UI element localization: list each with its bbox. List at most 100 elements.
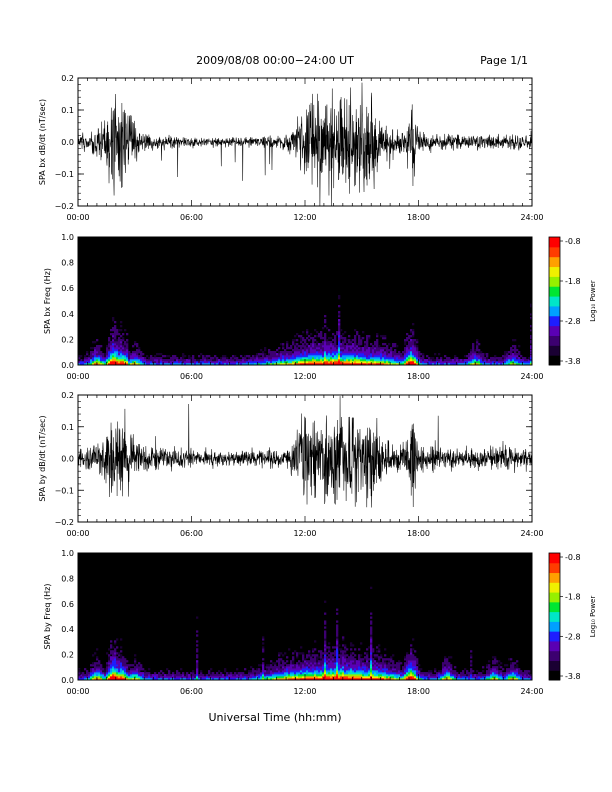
x-tick-label: 00:00: [66, 529, 89, 538]
spectrogram-cell: [422, 676, 425, 679]
spectrogram-cell: [308, 363, 311, 366]
spectrogram-cell: [306, 654, 309, 657]
spectrogram-cell: [278, 361, 281, 364]
spectrogram-cell: [328, 349, 331, 352]
spectrogram-cell: [112, 353, 115, 356]
spectrogram-cell: [404, 672, 407, 675]
spectrogram-cell: [490, 361, 493, 364]
spectrogram-cell: [256, 359, 259, 362]
spectrogram-cell: [112, 329, 115, 332]
spectrogram-cell: [286, 357, 289, 360]
spectrogram-cell: [488, 363, 491, 366]
spectrogram-cell: [210, 678, 213, 681]
spectrogram-cell: [292, 656, 295, 659]
spectrogram-cell: [370, 351, 373, 354]
spectrogram-cell: [256, 670, 259, 673]
spectrogram-cell: [314, 678, 317, 681]
spectrogram-cell: [92, 353, 95, 356]
spectrogram-cell: [410, 343, 413, 346]
spectrogram-cell: [322, 660, 325, 663]
spectrogram-cell: [410, 331, 413, 334]
spectrogram-cell: [168, 678, 171, 681]
spectrogram-cell: [358, 658, 361, 661]
spectrogram-cell: [296, 656, 299, 659]
spectrogram-cell: [354, 648, 357, 651]
spectrogram-cell: [130, 357, 133, 360]
spectrogram-cell: [136, 363, 139, 366]
spectrogram-cell: [490, 674, 493, 677]
spectrogram-cell: [372, 347, 375, 350]
spectrogram-cell: [384, 654, 387, 657]
spectrogram-cell: [336, 650, 339, 653]
spectrogram-cell: [320, 674, 323, 677]
spectrogram-cell: [334, 670, 337, 673]
spectrogram-cell: [120, 357, 123, 360]
spectrogram-cell: [494, 363, 497, 366]
spectrogram-cell: [386, 361, 389, 364]
spectrogram-cell: [308, 666, 311, 669]
spectrogram-cell: [296, 351, 299, 354]
spectrogram-cell: [510, 363, 513, 366]
spectrogram-cell: [96, 656, 99, 659]
spectrogram-cell: [346, 664, 349, 667]
spectrogram-cell: [336, 620, 339, 623]
spectrogram-cell: [114, 345, 117, 348]
spectrogram-cell: [232, 361, 235, 364]
spectrogram-cell: [408, 343, 411, 346]
spectrogram-cell: [402, 668, 405, 671]
spectrogram-cell: [428, 363, 431, 366]
spectrogram-cell: [166, 668, 169, 671]
colorbar-segment: [549, 266, 560, 277]
spectrogram-cell: [472, 674, 475, 677]
spectrogram-cell: [446, 658, 449, 661]
spectrogram-cell: [366, 363, 369, 366]
spectrogram-cell: [524, 676, 527, 679]
spectrogram-cell: [94, 664, 97, 667]
spectrogram-cell: [344, 339, 347, 342]
spectrogram-cell: [440, 359, 443, 362]
spectrogram-cell: [346, 668, 349, 671]
spectrogram-cell: [118, 353, 121, 356]
spectrogram-cell: [376, 353, 379, 356]
spectrogram-cell: [358, 357, 361, 360]
spectrogram-cell: [370, 652, 373, 655]
spectrogram-cell: [124, 662, 127, 665]
spectrogram-cell: [280, 343, 283, 346]
spectrogram-cell: [308, 664, 311, 667]
spectrogram-cell: [324, 672, 327, 675]
spectrogram-cell: [108, 337, 111, 340]
spectrogram-cell: [174, 359, 177, 362]
spectrogram-cell: [338, 305, 341, 308]
spectrogram-cell: [418, 668, 421, 671]
spectrogram-cell: [378, 353, 381, 356]
spectrogram-cell: [252, 359, 255, 362]
spectrogram-cell: [224, 676, 227, 679]
spectrogram-cell: [172, 678, 175, 681]
spectrogram-cell: [296, 676, 299, 679]
spectrogram-cell: [382, 337, 385, 340]
spectrogram-cell: [158, 357, 161, 360]
spectrogram-cell: [114, 339, 117, 342]
spectrogram-cell: [334, 347, 337, 350]
spectrogram-cell: [94, 361, 97, 364]
spectrogram-cell: [254, 670, 257, 673]
spectrogram-cell: [326, 351, 329, 354]
spectrogram-cell: [400, 359, 403, 362]
spectrogram-cell: [390, 664, 393, 667]
spectrogram-cell: [202, 674, 205, 677]
spectrogram-cell: [114, 353, 117, 356]
spectrogram-cell: [350, 668, 353, 671]
spectrogram-cell: [208, 672, 211, 675]
colorbar-segment: [549, 592, 560, 603]
spectrogram-cell: [366, 359, 369, 362]
spectrogram-cell: [364, 359, 367, 362]
spectrogram-cell: [320, 660, 323, 663]
spectrogram-cell: [274, 361, 277, 364]
spectrogram-cell: [278, 658, 281, 661]
spectrogram-cell: [324, 664, 327, 667]
spectrogram-cell: [482, 676, 485, 679]
spectrogram-cell: [156, 674, 159, 677]
spectrogram-cell: [368, 668, 371, 671]
spectrogram-cell: [100, 670, 103, 673]
spectrogram-cell: [330, 351, 333, 354]
